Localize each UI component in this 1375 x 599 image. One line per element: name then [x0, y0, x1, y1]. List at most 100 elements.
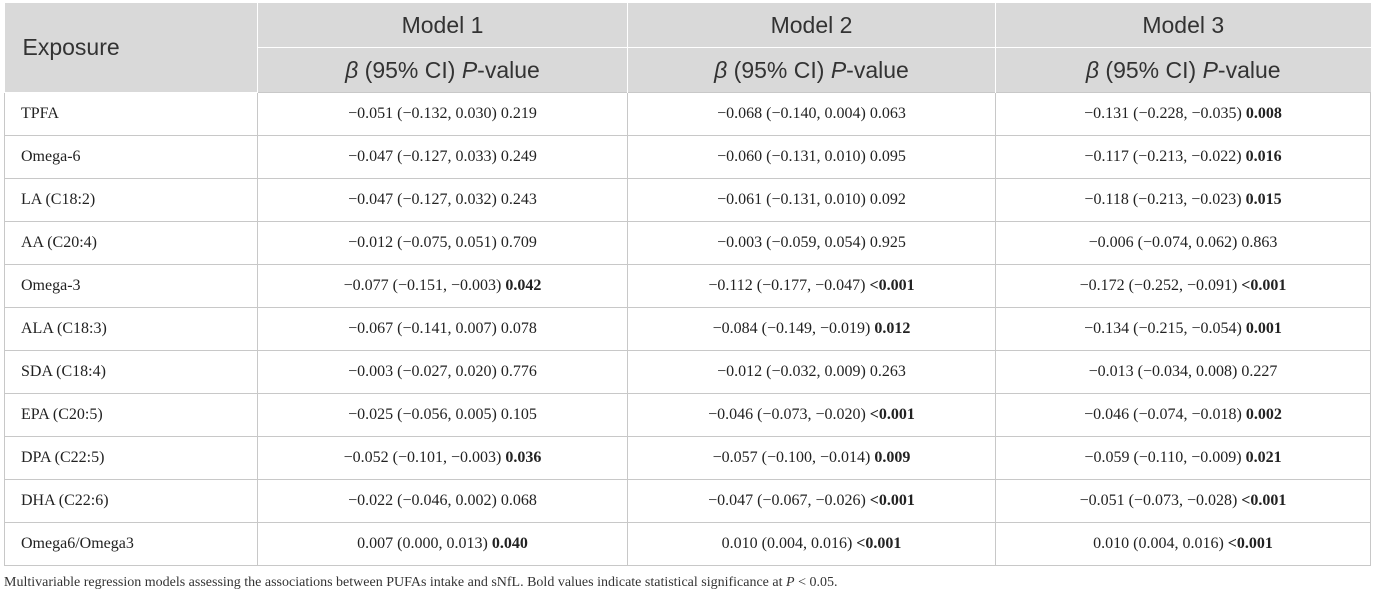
table-body: TPFA −0.051 (−0.132, 0.030) 0.219 −0.068 (…: [4, 92, 1371, 566]
p-value: <0.001: [1241, 492, 1287, 509]
model-1-result-cell: 0.007 (0.000, 0.013) 0.040: [257, 522, 628, 566]
model-2-result-cell: −0.112 (−0.177, −0.047) <0.001: [627, 264, 996, 308]
exposure-cell: Omega-3: [4, 264, 258, 308]
p-value: <0.001: [869, 492, 915, 509]
estimate-ci: −0.047 (−0.127, 0.032): [348, 191, 497, 208]
estimate-ci: −0.003 (−0.059, 0.054): [717, 234, 866, 251]
model-3-result-cell: −0.006 (−0.074, 0.062) 0.863: [995, 221, 1371, 265]
regression-results-table: Exposure Model 1 Model 2 Model 3 β (95% …: [4, 3, 1371, 566]
model-1-result-cell: −0.003 (−0.027, 0.020) 0.776: [257, 350, 628, 394]
exposure-cell: DHA (C22:6): [4, 479, 258, 523]
model-3-result-cell: −0.051 (−0.073, −0.028) <0.001: [995, 479, 1371, 523]
estimate-ci: −0.047 (−0.067, −0.026): [708, 492, 866, 509]
model-1-result-cell: −0.067 (−0.141, 0.007) 0.078: [257, 307, 628, 351]
p-value: <0.001: [1241, 277, 1287, 294]
p-value: <0.001: [869, 277, 915, 294]
table-row: LA (C18:2) −0.047 (−0.127, 0.032) 0.243 −0…: [4, 178, 1371, 222]
p-value: <0.001: [869, 406, 915, 423]
header-exposure: Exposure: [4, 3, 258, 93]
p-value: 0.036: [505, 449, 542, 466]
exposure-cell: SDA (C18:4): [4, 350, 258, 394]
estimate-ci: −0.012 (−0.075, 0.051): [348, 234, 497, 251]
model-2-result-cell: 0.010 (0.004, 0.016) <0.001: [627, 522, 996, 566]
estimate-ci: −0.068 (−0.140, 0.004): [717, 105, 866, 122]
model-1-result-cell: −0.047 (−0.127, 0.032) 0.243: [257, 178, 628, 222]
p-value: 0.068: [500, 492, 537, 509]
p-value: 0.012: [874, 320, 911, 337]
p-value: 0.021: [1245, 449, 1282, 466]
model-3-result-cell: −0.131 (−0.228, −0.035) 0.008: [995, 92, 1371, 136]
p-value: 0.040: [491, 535, 528, 552]
footnote-tail: < 0.05.: [794, 575, 838, 590]
model-1-result-cell: −0.012 (−0.075, 0.051) 0.709: [257, 221, 628, 265]
model-2-result-cell: −0.084 (−0.149, −0.019) 0.012: [627, 307, 996, 351]
header-model-1: Model 1: [257, 3, 628, 48]
model-2-result-cell: −0.057 (−0.100, −0.014) 0.009: [627, 436, 996, 480]
model-3-result-cell: −0.118 (−0.213, −0.023) 0.015: [995, 178, 1371, 222]
model-2-result-cell: −0.046 (−0.073, −0.020) <0.001: [627, 393, 996, 437]
estimate-ci: −0.006 (−0.074, 0.062): [1088, 234, 1238, 251]
estimate-ci: −0.117 (−0.213, −0.022): [1084, 148, 1242, 165]
p-value: 0.243: [500, 191, 537, 208]
model-3-result-cell: 0.010 (0.004, 0.016) <0.001: [995, 522, 1371, 566]
p-value: 0.009: [874, 449, 911, 466]
estimate-ci: −0.025 (−0.056, 0.005): [348, 406, 497, 423]
estimate-ci: −0.046 (−0.073, −0.020): [708, 406, 866, 423]
header-model-2: Model 2: [627, 3, 996, 48]
model-3-result-cell: −0.172 (−0.252, −0.091) <0.001: [995, 264, 1371, 308]
estimate-ci: −0.051 (−0.132, 0.030): [348, 105, 497, 122]
estimate-ci: −0.061 (−0.131, 0.010): [717, 191, 866, 208]
subheader-beta: β: [1085, 56, 1100, 83]
model-1-result-cell: −0.022 (−0.046, 0.002) 0.068: [257, 479, 628, 523]
subheader-p: P: [1202, 56, 1218, 83]
estimate-ci: −0.060 (−0.131, 0.010): [717, 148, 866, 165]
p-value: 0.016: [1245, 148, 1282, 165]
p-value: 0.105: [500, 406, 537, 423]
footnote-text: Multivariable regression models assessin…: [4, 575, 787, 590]
p-value: 0.776: [500, 363, 537, 380]
p-value: 0.015: [1245, 191, 1282, 208]
p-value: 0.002: [1245, 406, 1282, 423]
p-value: 0.078: [500, 320, 537, 337]
p-value: 0.063: [869, 105, 906, 122]
subheader-p: P: [461, 56, 478, 83]
table-row: Omega6/Omega3 0.007 (0.000, 0.013) 0.040 0…: [4, 522, 1371, 566]
table-footnote: Multivariable regression models assessin…: [4, 575, 837, 591]
table-row: DHA (C22:6) −0.022 (−0.046, 0.002) 0.068−…: [4, 479, 1371, 523]
header-row-models: Exposure Model 1 Model 2 Model 3: [4, 3, 1371, 93]
table-row: Omega-3 −0.077 (−0.151, −0.003) 0.042 −0.1…: [4, 264, 1371, 308]
p-value: 0.042: [505, 277, 542, 294]
model-3-result-cell: −0.117 (−0.213, −0.022) 0.016: [995, 135, 1371, 179]
p-value: 0.249: [500, 148, 537, 165]
estimate-ci: −0.134 (−0.215, −0.054): [1084, 320, 1242, 337]
estimate-ci: −0.067 (−0.141, 0.007): [348, 320, 497, 337]
subheader-ci: (95% CI): [358, 56, 462, 83]
estimate-ci: −0.047 (−0.127, 0.033): [348, 148, 497, 165]
estimate-ci: −0.012 (−0.032, 0.009): [717, 363, 866, 380]
estimate-ci: −0.084 (−0.149, −0.019): [712, 320, 871, 337]
estimate-ci: −0.059 (−0.110, −0.009): [1084, 449, 1242, 466]
p-value: 0.092: [869, 191, 906, 208]
estimate-ci: −0.077 (−0.151, −0.003): [343, 277, 502, 294]
estimate-ci: −0.013 (−0.034, 0.008): [1088, 363, 1238, 380]
table-row: Omega-6 −0.047 (−0.127, 0.033) 0.249 −0.06…: [4, 135, 1371, 179]
subheader-p: P: [830, 56, 847, 83]
model-3-result-cell: −0.013 (−0.034, 0.008) 0.227: [995, 350, 1371, 394]
model-2-result-cell: −0.060 (−0.131, 0.010) 0.095: [627, 135, 996, 179]
model-3-result-cell: −0.046 (−0.074, −0.018) 0.002: [995, 393, 1371, 437]
model-1-result-cell: −0.025 (−0.056, 0.005) 0.105: [257, 393, 628, 437]
results-table-container: Exposure Model 1 Model 2 Model 3 β (95% …: [4, 3, 1371, 566]
exposure-cell: AA (C20:4): [4, 221, 258, 265]
header-model-3: Model 3: [995, 3, 1371, 48]
estimate-ci: −0.022 (−0.046, 0.002): [348, 492, 497, 509]
estimate-ci: 0.010 (0.004, 0.016): [1093, 535, 1224, 552]
estimate-ci: 0.010 (0.004, 0.016): [721, 535, 853, 552]
model-2-result-cell: −0.047 (−0.067, −0.026) <0.001: [627, 479, 996, 523]
estimate-ci: −0.003 (−0.027, 0.020): [348, 363, 497, 380]
table-row: ALA (C18:3) −0.067 (−0.141, 0.007) 0.078−…: [4, 307, 1371, 351]
exposure-cell: LA (C18:2): [4, 178, 258, 222]
table-row: EPA (C20:5) −0.025 (−0.056, 0.005) 0.105−…: [4, 393, 1371, 437]
footnote-p: P: [786, 575, 795, 590]
model-2-result-cell: −0.012 (−0.032, 0.009) 0.263: [627, 350, 996, 394]
exposure-cell: Omega-6: [4, 135, 258, 179]
